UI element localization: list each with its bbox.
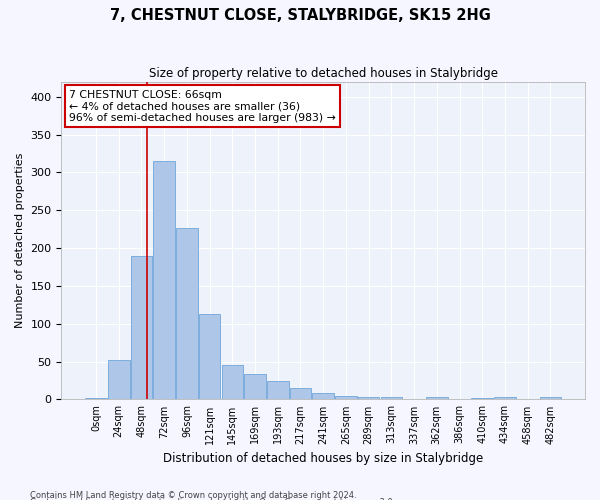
Title: Size of property relative to detached houses in Stalybridge: Size of property relative to detached ho…	[149, 68, 498, 80]
Bar	[131, 256, 152, 400]
Text: Contains HM Land Registry data © Crown copyright and database right 2024.: Contains HM Land Registry data © Crown c…	[30, 490, 356, 500]
Bar	[108, 360, 130, 400]
Bar	[199, 314, 220, 400]
Bar	[244, 374, 266, 400]
Bar	[380, 397, 402, 400]
Bar	[539, 397, 561, 400]
Bar	[154, 161, 175, 400]
Bar	[472, 398, 493, 400]
Text: Contains public sector information licensed under the Open Government Licence v3: Contains public sector information licen…	[30, 498, 395, 500]
Y-axis label: Number of detached properties: Number of detached properties	[15, 153, 25, 328]
Bar	[358, 397, 379, 400]
X-axis label: Distribution of detached houses by size in Stalybridge: Distribution of detached houses by size …	[163, 452, 484, 465]
Bar	[85, 398, 107, 400]
Bar	[221, 364, 243, 400]
Bar	[267, 382, 289, 400]
Text: 7, CHESTNUT CLOSE, STALYBRIDGE, SK15 2HG: 7, CHESTNUT CLOSE, STALYBRIDGE, SK15 2HG	[110, 8, 490, 22]
Bar	[335, 396, 357, 400]
Text: 7 CHESTNUT CLOSE: 66sqm
← 4% of detached houses are smaller (36)
96% of semi-det: 7 CHESTNUT CLOSE: 66sqm ← 4% of detached…	[69, 90, 336, 123]
Bar	[313, 392, 334, 400]
Bar	[494, 397, 516, 400]
Bar	[290, 388, 311, 400]
Bar	[176, 228, 197, 400]
Bar	[426, 397, 448, 400]
